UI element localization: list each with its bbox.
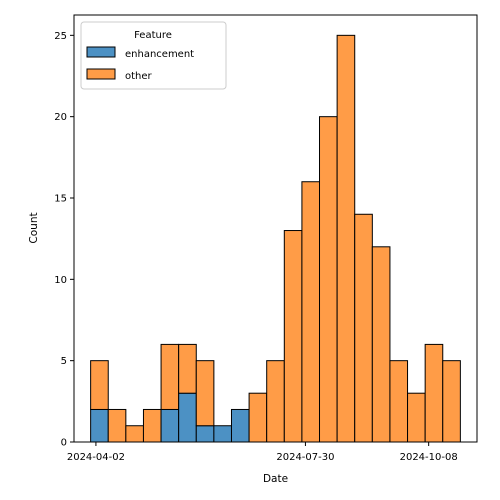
y-tick-label: 0	[61, 438, 67, 449]
y-tick-label: 20	[54, 112, 67, 123]
bar-enhancement-0	[91, 409, 109, 442]
x-axis-label: Date	[263, 473, 288, 485]
legend-label-other: other	[125, 71, 153, 82]
y-axis: 0 5 10 15 20 25	[54, 31, 74, 449]
bar-other-3	[143, 409, 161, 442]
x-axis: 2024-04-02 2024-07-30 2024-10-08	[67, 442, 458, 463]
bar-other-14	[337, 35, 355, 442]
bar-other-19	[425, 344, 443, 442]
bar-other-10	[267, 361, 285, 442]
bar-enhancement-7	[214, 426, 232, 442]
y-tick-label: 5	[61, 356, 67, 367]
legend-swatch-other	[87, 69, 115, 79]
bar-other-16	[372, 247, 390, 442]
bar-other-4	[161, 344, 179, 409]
y-tick-label: 10	[54, 275, 67, 286]
x-tick-label: 2024-04-02	[67, 452, 125, 463]
bar-enhancement-4	[161, 409, 179, 442]
bar-enhancement-5	[179, 393, 197, 442]
bar-other-6	[196, 361, 214, 426]
legend: Feature enhancement other	[81, 22, 226, 89]
bar-other-13	[320, 117, 338, 442]
y-tick-label: 15	[54, 194, 67, 205]
bar-other-9	[249, 393, 267, 442]
bar-other-15	[355, 214, 373, 442]
bar-other-2	[126, 426, 144, 442]
x-tick-label: 2024-07-30	[276, 452, 334, 463]
legend-title: Feature	[134, 30, 172, 41]
bar-other-18	[408, 393, 426, 442]
y-tick-label: 25	[54, 31, 67, 42]
bar-other-0	[91, 361, 109, 410]
bar-enhancement-8	[231, 409, 249, 442]
y-axis-label: Count	[28, 212, 40, 243]
bar-other-12	[302, 182, 320, 442]
legend-label-enhancement: enhancement	[125, 49, 194, 60]
bar-other-17	[390, 361, 408, 442]
bar-other-1	[108, 409, 126, 442]
bar-other-11	[284, 231, 302, 442]
legend-swatch-enhancement	[87, 47, 115, 57]
bar-other-20	[443, 361, 461, 442]
bar-other-5	[179, 344, 197, 393]
bar-enhancement-6	[196, 426, 214, 442]
x-tick-label: 2024-10-08	[400, 452, 458, 463]
